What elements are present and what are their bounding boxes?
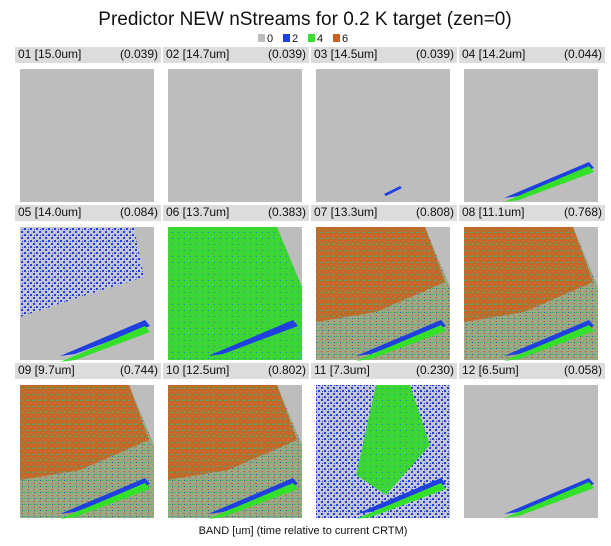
panel-band: 12 [6.5um] xyxy=(462,363,519,377)
panel: 02 [14.7um] (0.039) xyxy=(163,47,309,202)
panel-image xyxy=(464,69,598,202)
panel-value: (0.808) xyxy=(416,205,454,219)
panel-band: 03 [14.5um] xyxy=(314,47,377,61)
panel-band: 07 [13.3um] xyxy=(314,205,377,219)
panel-value: (0.230) xyxy=(416,363,454,377)
panel: 08 [11.1um] (0.768) xyxy=(459,205,605,361)
field xyxy=(168,227,302,360)
panel-image xyxy=(464,385,598,518)
panel: 04 [14.2um] (0.044) xyxy=(459,47,605,202)
panel-value: (0.039) xyxy=(416,47,454,61)
panel-value: (0.744) xyxy=(120,363,158,377)
panel-band: 04 [14.2um] xyxy=(462,47,525,61)
legend-swatch xyxy=(333,34,340,42)
panel: 09 [9.7um] (0.744) xyxy=(15,363,161,519)
panel: 05 [14.0um] (0.084) xyxy=(15,205,161,362)
figure: Predictor NEW nStreams for 0.2 K target … xyxy=(0,0,611,546)
panel-band: 08 [11.1um] xyxy=(462,205,524,219)
panel-band: 09 [9.7um] xyxy=(18,363,75,377)
panel-value: (0.039) xyxy=(268,47,306,61)
panel: 11 [7.3um] (0.230) xyxy=(311,363,457,519)
panel: 01 [15.0um] (0.039) xyxy=(15,47,161,202)
panel-value: (0.768) xyxy=(564,205,602,219)
panel-value: (0.383) xyxy=(268,205,306,219)
legend-swatch xyxy=(308,34,315,42)
panel-image xyxy=(20,69,154,202)
legend-label: 2 xyxy=(292,33,298,45)
caption: BAND [um] (time relative to current CRTM… xyxy=(199,525,408,537)
panel-band: 01 [15.0um] xyxy=(18,47,81,61)
panel: 10 [12.5um] (0.802) xyxy=(163,363,309,519)
panel-image xyxy=(168,69,302,202)
panel-band: 11 [7.3um] xyxy=(314,363,370,377)
panel-value: (0.058) xyxy=(564,363,602,377)
panel: 12 [6.5um] (0.058) xyxy=(459,363,605,518)
panel-value: (0.044) xyxy=(564,47,602,61)
panel-value: (0.802) xyxy=(268,363,306,377)
panel: 03 [14.5um] (0.039) xyxy=(311,47,457,202)
title: Predictor NEW nStreams for 0.2 K target … xyxy=(98,9,511,30)
panel-image xyxy=(316,69,450,202)
legend-swatch xyxy=(283,34,290,42)
panel-band: 02 [14.7um] xyxy=(166,47,229,61)
panel-band: 05 [14.0um] xyxy=(18,205,81,219)
panel-value: (0.039) xyxy=(120,47,158,61)
panel: 06 [13.7um] (0.383) xyxy=(163,205,309,360)
legend-label: 6 xyxy=(342,33,348,45)
legend-label: 4 xyxy=(317,33,323,45)
panel: 07 [13.3um] (0.808) xyxy=(311,205,457,361)
panel-band: 10 [12.5um] xyxy=(166,363,229,377)
panel-value: (0.084) xyxy=(120,205,158,219)
legend-label: 0 xyxy=(267,33,273,45)
panel-band: 06 [13.7um] xyxy=(166,205,229,219)
legend-swatch xyxy=(258,34,265,42)
